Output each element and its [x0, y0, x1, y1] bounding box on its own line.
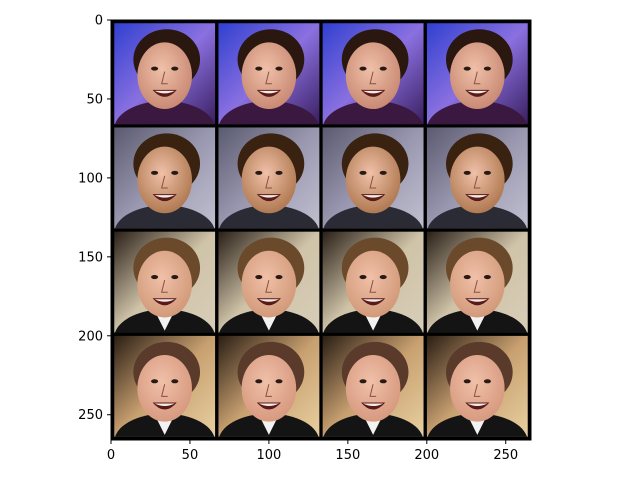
image-tile-r1-c4	[426, 23, 528, 125]
image-tile-r2-c2	[218, 127, 320, 229]
y-tick-label: 250	[78, 408, 103, 423]
image-grid	[111, 20, 531, 440]
image-tile-r1-c2	[218, 23, 320, 125]
axes-frame	[110, 19, 532, 441]
image-tile-r1-c1	[114, 23, 216, 125]
image-tile-r3-c2	[218, 231, 320, 333]
y-tick-label: 150	[78, 250, 103, 265]
x-tick-label: 150	[335, 448, 360, 463]
y-tick-label: 100	[78, 171, 103, 186]
x-tick-label: 200	[414, 448, 439, 463]
x-tick-label: 50	[182, 448, 199, 463]
image-tile-r4-c3	[322, 335, 424, 437]
x-tick-label: 100	[256, 448, 281, 463]
image-tile-r4-c4	[426, 335, 528, 437]
image-tile-r2-c4	[426, 127, 528, 229]
image-tile-r2-c3	[322, 127, 424, 229]
x-tick-label: 0	[107, 448, 115, 463]
image-tile-r3-c1	[114, 231, 216, 333]
image-tile-r3-c3	[322, 231, 424, 333]
image-tile-r3-c4	[426, 231, 528, 333]
y-tick-label: 200	[78, 329, 103, 344]
y-tick-label: 0	[95, 14, 103, 29]
y-tick-label: 50	[86, 92, 103, 107]
x-axis: 0 50 100 150 200 250	[107, 440, 518, 463]
y-axis: 0 50 100 150 200 250	[78, 14, 111, 423]
x-tick-label: 250	[493, 448, 518, 463]
image-tile-r2-c1	[114, 127, 216, 229]
image-tile-r4-c2	[218, 335, 320, 437]
image-tile-r4-c1	[114, 335, 216, 437]
image-tile-r1-c3	[322, 23, 424, 125]
